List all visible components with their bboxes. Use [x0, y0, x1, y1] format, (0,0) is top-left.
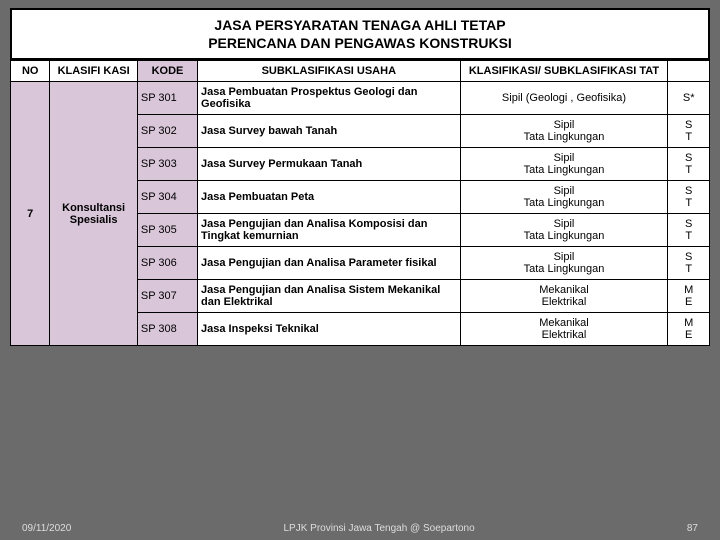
- cell-last: ME: [668, 313, 710, 346]
- footer: 09/11/2020 LPJK Provinsi Jawa Tengah @ S…: [0, 523, 720, 534]
- cell-tat: SipilTata Lingkungan: [460, 115, 668, 148]
- group-klasifikasi: Konsultansi Spesialis: [50, 82, 138, 346]
- cell-usaha: Jasa Survey bawah Tanah: [198, 115, 461, 148]
- classification-table: NO KLASIFI KASI KODE SUBKLASIFIKASI USAH…: [10, 60, 710, 346]
- cell-kode: SP 306: [137, 247, 197, 280]
- group-no: 7: [11, 82, 50, 346]
- cell-kode: SP 304: [137, 181, 197, 214]
- header-sub-usaha: SUBKLASIFIKASI USAHA: [198, 61, 461, 82]
- cell-last: ST: [668, 115, 710, 148]
- cell-last: ME: [668, 280, 710, 313]
- cell-usaha: Jasa Pengujian dan Analisa Parameter fis…: [198, 247, 461, 280]
- cell-kode: SP 301: [137, 82, 197, 115]
- footer-center: LPJK Provinsi Jawa Tengah @ Soepartono: [283, 523, 474, 534]
- header-kode: KODE: [137, 61, 197, 82]
- cell-last: ST: [668, 148, 710, 181]
- cell-last: ST: [668, 247, 710, 280]
- cell-tat: MekanikalElektrikal: [460, 280, 668, 313]
- cell-tat: SipilTata Lingkungan: [460, 181, 668, 214]
- cell-usaha: Jasa Inspeksi Teknikal: [198, 313, 461, 346]
- cell-usaha: Jasa Pembuatan Prospektus Geologi dan Ge…: [198, 82, 461, 115]
- cell-usaha: Jasa Pembuatan Peta: [198, 181, 461, 214]
- footer-page: 87: [687, 523, 698, 534]
- cell-usaha: Jasa Pengujian dan Analisa Sistem Mekani…: [198, 280, 461, 313]
- cell-tat: Sipil (Geologi , Geofisika): [460, 82, 668, 115]
- header-sub-tat: KLASIFIKASI/ SUBKLASIFIKASI TAT: [460, 61, 668, 82]
- cell-kode: SP 308: [137, 313, 197, 346]
- cell-usaha: Jasa Survey Permukaan Tanah: [198, 148, 461, 181]
- header-no: NO: [11, 61, 50, 82]
- cell-tat: SipilTata Lingkungan: [460, 247, 668, 280]
- header-klasifikasi: KLASIFI KASI: [50, 61, 138, 82]
- slide-title: JASA PERSYARATAN TENAGA AHLI TETAP PEREN…: [10, 8, 710, 60]
- cell-last: ST: [668, 214, 710, 247]
- cell-usaha: Jasa Pengujian dan Analisa Komposisi dan…: [198, 214, 461, 247]
- table-row: 7Konsultansi SpesialisSP 301Jasa Pembuat…: [11, 82, 710, 115]
- cell-last: ST: [668, 181, 710, 214]
- cell-kode: SP 302: [137, 115, 197, 148]
- title-line-2: PERENCANA DAN PENGAWAS KONSTRUKSI: [16, 34, 704, 52]
- cell-last: S*: [668, 82, 710, 115]
- cell-tat: SipilTata Lingkungan: [460, 214, 668, 247]
- cell-kode: SP 307: [137, 280, 197, 313]
- cell-tat: SipilTata Lingkungan: [460, 148, 668, 181]
- header-last: [668, 61, 710, 82]
- cell-tat: MekanikalElektrikal: [460, 313, 668, 346]
- cell-kode: SP 305: [137, 214, 197, 247]
- title-line-1: JASA PERSYARATAN TENAGA AHLI TETAP: [16, 16, 704, 34]
- cell-kode: SP 303: [137, 148, 197, 181]
- footer-date: 09/11/2020: [22, 523, 71, 534]
